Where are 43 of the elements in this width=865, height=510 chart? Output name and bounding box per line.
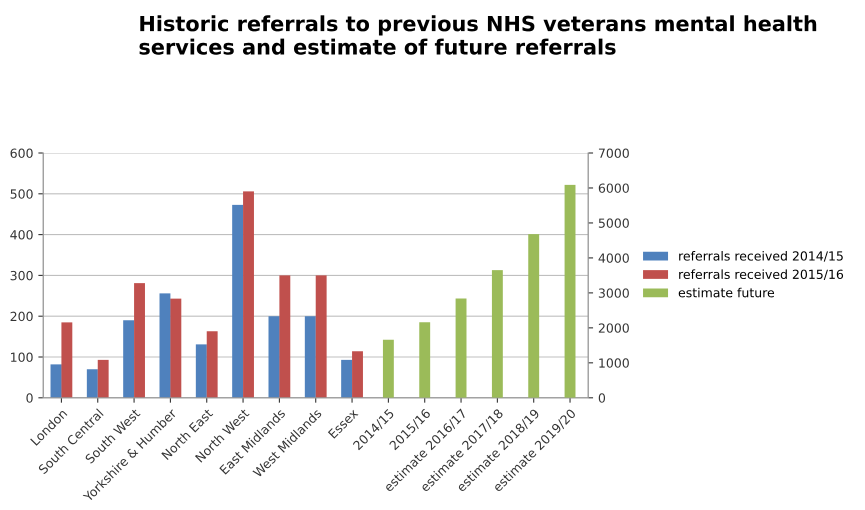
bar (528, 234, 540, 398)
bar (268, 316, 280, 398)
y2-tick-label: 7000 (598, 148, 629, 158)
bar (61, 322, 72, 398)
y2-tick-label: 0 (598, 393, 606, 403)
bar (456, 298, 466, 398)
y-tick-label: 600 (10, 148, 33, 158)
bar (232, 204, 244, 398)
y-tick-label: 300 (10, 270, 33, 280)
bar (206, 331, 218, 398)
y2-tick-label: 1000 (599, 358, 629, 368)
bar (50, 364, 62, 398)
bar (170, 298, 182, 398)
bar (382, 340, 394, 398)
legend-label: estimate future (678, 288, 774, 298)
bar (316, 275, 327, 398)
bar (86, 369, 98, 398)
bar (134, 283, 145, 398)
bar (123, 320, 134, 398)
bar (160, 293, 170, 398)
y-tick-label: 200 (10, 312, 33, 322)
y2-tick-label: 3000 (598, 288, 629, 298)
bar (352, 351, 363, 398)
y-tick-label: 500 (10, 189, 33, 199)
y-tick-label: 0 (26, 393, 33, 403)
bar (492, 270, 503, 398)
bar (304, 316, 316, 398)
legend-label: referrals received 2015/16 (679, 269, 844, 280)
y2-tick-label: 4000 (598, 253, 629, 263)
y-tick-label: 100 (11, 352, 33, 362)
y2-tick-label: 2000 (598, 323, 629, 333)
y2-tick-label: 6000 (598, 183, 629, 193)
y-tick-label: 400 (10, 230, 33, 240)
bar (196, 344, 207, 398)
bar (564, 184, 576, 398)
legend-label: referrals received 2014/15 (679, 251, 843, 262)
chart-title: Historic referrals to previous NHS veterans mental health services and estimate of future referrals (139, 15, 816, 55)
bar (341, 360, 352, 398)
bar (98, 360, 109, 398)
y2-tick-label: 5000 (598, 218, 629, 228)
bar (419, 322, 430, 398)
bar (243, 191, 254, 398)
bar (279, 275, 290, 398)
